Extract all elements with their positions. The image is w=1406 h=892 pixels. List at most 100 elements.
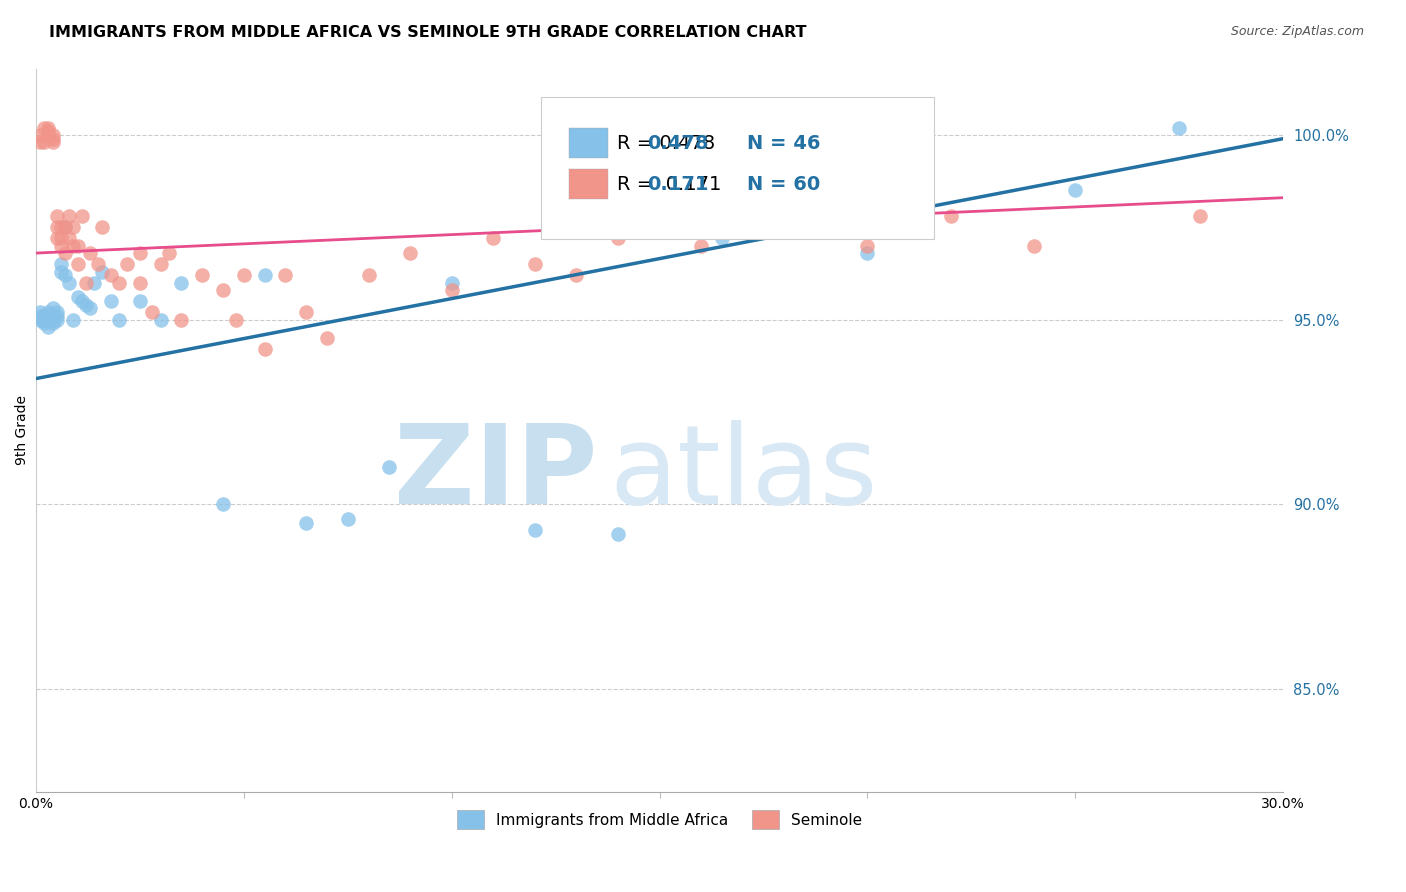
Point (70, 209, 93, 223)
Point (32, 309, 55, 323)
Point (45, 220, 67, 235)
Point (32, 136, 55, 150)
Point (53, 220, 76, 235)
Text: R =  0.171: R = 0.171 (617, 175, 721, 194)
Point (37, 120, 59, 135)
Point (62, 312, 84, 326)
Text: IMMIGRANTS FROM MIDDLE AFRICA VS SEMINOLE 9TH GRADE CORRELATION CHART: IMMIGRANTS FROM MIDDLE AFRICA VS SEMINOL… (49, 25, 807, 40)
Point (482, 231, 505, 245)
Point (37, 309, 59, 323)
Point (232, 268, 254, 283)
Point (37, 312, 59, 326)
Point (49, 264, 72, 278)
Point (1022, 238, 1045, 252)
Point (773, 209, 796, 223)
Point (648, 209, 671, 223)
Point (440, 283, 463, 297)
Text: 0.478: 0.478 (647, 134, 709, 153)
Point (45, 309, 67, 323)
Point (690, 238, 713, 252)
Legend: Immigrants from Middle Africa, Seminole: Immigrants from Middle Africa, Seminole (450, 804, 869, 835)
Point (117, 257, 139, 271)
Point (41, 312, 63, 326)
Point (128, 246, 150, 260)
Point (66, 290, 89, 304)
Point (37, 124, 59, 138)
Point (79, 301, 101, 316)
Point (66, 257, 89, 271)
Point (357, 268, 380, 283)
Point (62, 238, 84, 252)
Point (149, 312, 172, 326)
Point (108, 276, 131, 290)
Point (157, 246, 180, 260)
Point (253, 342, 276, 356)
FancyBboxPatch shape (541, 97, 934, 238)
Point (45, 312, 67, 326)
Point (58, 231, 80, 245)
Point (523, 257, 546, 271)
Point (49, 257, 72, 271)
Point (856, 246, 879, 260)
Point (58, 209, 80, 223)
Point (83, 276, 105, 290)
Point (37, 128, 59, 142)
Point (45, 305, 67, 319)
FancyBboxPatch shape (568, 169, 609, 200)
Point (75, 298, 97, 312)
Text: N = 60: N = 60 (747, 175, 820, 194)
Point (58, 276, 80, 290)
Point (41, 131, 63, 145)
Point (856, 238, 879, 252)
Point (41, 128, 63, 142)
Point (939, 209, 962, 223)
Text: atlas: atlas (610, 420, 879, 527)
Point (30, 136, 52, 150)
Point (1189, 209, 1212, 223)
Point (440, 276, 463, 290)
Point (274, 268, 297, 283)
Point (91, 264, 114, 278)
Point (710, 231, 733, 245)
Point (41, 301, 63, 316)
Point (30, 312, 52, 326)
Point (295, 516, 318, 530)
Point (41, 309, 63, 323)
Text: Source: ZipAtlas.com: Source: ZipAtlas.com (1230, 25, 1364, 38)
Point (49, 220, 72, 235)
Y-axis label: 9th Grade: 9th Grade (15, 395, 30, 466)
Point (100, 268, 122, 283)
Point (87, 257, 110, 271)
Point (128, 276, 150, 290)
Point (128, 294, 150, 309)
Point (170, 276, 193, 290)
Point (1168, 120, 1191, 135)
Text: R = 0.478: R = 0.478 (617, 134, 716, 153)
Point (75, 276, 97, 290)
Text: 0.171: 0.171 (647, 175, 709, 194)
Point (41, 136, 63, 150)
Point (225, 312, 247, 326)
Point (30, 305, 52, 319)
Point (108, 312, 131, 326)
Point (191, 268, 214, 283)
Point (37, 305, 59, 319)
Point (49, 238, 72, 252)
Point (53, 246, 76, 260)
Point (1064, 183, 1087, 197)
Point (565, 268, 588, 283)
Text: ZIP: ZIP (394, 420, 598, 527)
Text: N = 46: N = 46 (747, 134, 820, 153)
Point (32, 312, 55, 326)
Point (70, 294, 93, 309)
Point (607, 231, 630, 245)
Point (316, 331, 339, 345)
Point (100, 294, 122, 309)
Point (523, 523, 546, 537)
Point (170, 312, 193, 326)
Point (45, 231, 67, 245)
Point (66, 238, 89, 252)
Point (53, 220, 76, 235)
Point (79, 246, 101, 260)
Point (45, 209, 67, 223)
